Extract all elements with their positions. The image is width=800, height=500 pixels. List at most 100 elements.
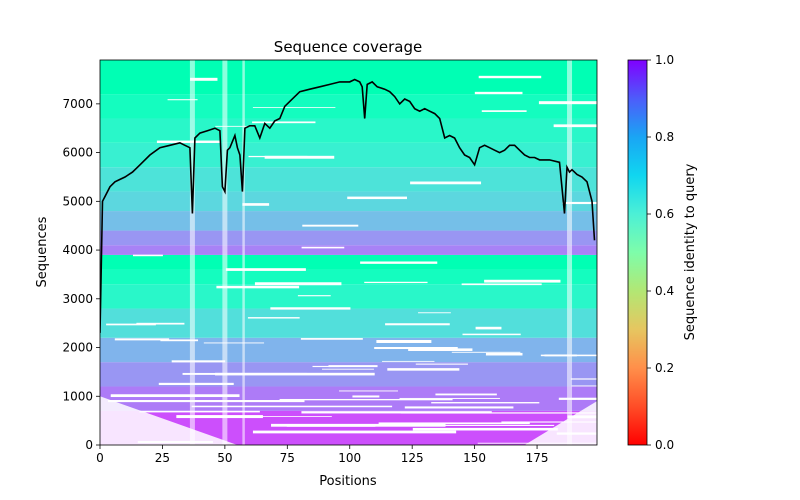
colorbar-tick-label: 0.8 [655,130,674,144]
x-tick-label: 150 [463,451,486,465]
y-axis-label: Sequences [35,216,50,287]
x-axis: 0 25 50 75 100 125 150 175 [96,445,549,465]
coverage-gap [399,397,500,399]
colorbar-gradient [627,59,648,446]
colorbar-label: Sequence identity to query [683,163,698,340]
coverage-gap [190,77,218,81]
coverage-gap [364,281,428,284]
coverage-gap [156,140,221,144]
colorbar-tick-label: 0.2 [655,361,674,375]
coverage-gap [270,307,351,310]
coverage-gap [300,338,363,340]
coverage-gap [570,378,597,380]
x-tick-label: 0 [96,451,104,465]
coverage-gap [256,416,332,417]
colorbar-tick-label: 0.4 [655,284,674,298]
coverage-gap [321,368,374,370]
coverage-gap [478,75,542,79]
coverage-gap [415,363,468,365]
coverage-gap [252,107,336,109]
low-coverage-column [222,60,228,445]
colorbar: 0.0 0.2 0.4 0.6 0.8 1.0 Sequence identity to … [627,53,698,452]
coverage-gap [279,398,453,401]
coverage-gap [302,224,359,227]
x-tick-label: 125 [401,451,424,465]
x-tick-label: 100 [338,451,361,465]
coverage-gap [553,124,597,128]
coverage-gap [328,365,378,368]
coverage-gap [385,323,450,326]
coverage-gap [376,340,432,343]
x-tick-label: 175 [526,451,549,465]
coverage-gap [110,394,240,398]
coverage-gap [558,397,597,400]
identity-band-3 [100,337,597,363]
coverage-gap [481,110,527,112]
coverage-gap [339,390,398,392]
y-axis: 0 1000 2000 3000 4000 5000 6000 7000 [62,97,100,452]
colorbar-tick-label: 0.6 [655,207,674,221]
coverage-gap [538,101,597,105]
y-tick-label: 2000 [62,341,93,355]
colorbar-tick-label: 1.0 [655,53,674,67]
y-tick-label: 6000 [62,146,93,160]
coverage-gap [225,268,306,271]
coverage-gap [404,406,514,409]
coverage-gap [360,261,438,264]
coverage-gap [462,333,521,336]
coverage-gap [203,342,265,344]
coverage-gap [387,368,460,371]
coverage-gap [410,181,482,185]
x-tick-label: 75 [280,451,295,465]
coverage-gap [567,415,597,419]
coverage-gap [252,121,316,124]
coverage-gap [191,405,393,408]
x-tick-label: 50 [217,451,232,465]
coverage-gap [571,385,597,387]
coverage-gap [382,360,435,362]
coverage-gap [562,201,597,205]
coverage-gap [484,279,561,283]
coverage-gap [139,410,260,413]
coverage-gap [252,430,457,434]
chart-title: Sequence coverage [274,38,422,56]
identity-band-9 [100,230,597,246]
x-axis-label: Positions [319,474,377,489]
coverage-gap [301,411,492,414]
low-coverage-column [567,60,573,445]
coverage-gap [431,402,540,404]
coverage-gap [301,246,345,249]
coverage-gap [132,254,163,257]
identity-band-13 [100,142,597,168]
coverage-gap [451,351,521,353]
coverage-gap [501,421,597,423]
plot-area [99,59,598,446]
colorbar-tick-label: 0.0 [655,438,674,452]
low-coverage-column [242,60,245,445]
coverage-gap [106,323,156,326]
identity-band-14 [100,118,597,143]
coverage-gap [136,322,185,325]
identity-band-10 [100,211,597,231]
coverage-gap [160,339,199,342]
low-coverage-column [189,60,195,445]
identity-band-12 [100,167,597,192]
identity-band-11 [100,191,597,212]
plot-frame [99,59,598,446]
coverage-gap [247,317,300,319]
y-tick-label: 1000 [62,389,93,403]
coverage-gap [485,352,523,356]
coverage-gap [215,125,253,127]
y-tick-label: 0 [85,438,93,452]
coverage-gap [352,395,380,398]
coverage-gap [254,282,342,286]
uncovered-region-right [524,401,597,445]
coverage-gap [286,424,376,427]
coverage-line [100,78,596,333]
coverage-gap [176,415,263,419]
coverage-gap [158,382,234,386]
coverage-gap [264,155,335,159]
y-tick-label: 4000 [62,243,93,257]
coverage-gap [347,196,408,200]
coverage-gap [408,348,473,351]
